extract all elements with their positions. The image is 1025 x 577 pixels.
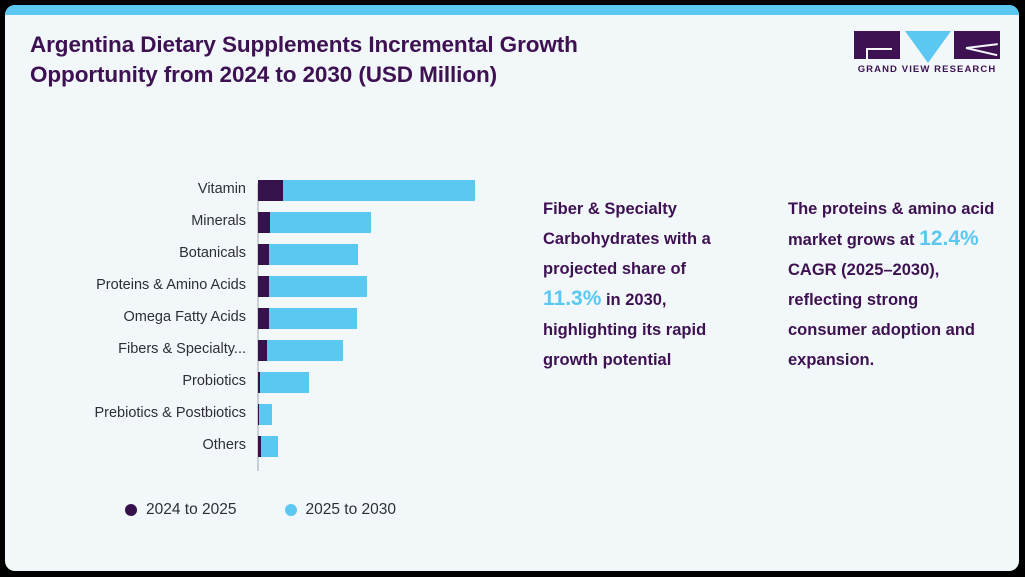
bar-segment-2024-2025[interactable] [258, 244, 269, 265]
chart-row: Others [5, 431, 505, 461]
legend-dot-icon [125, 504, 137, 516]
chart-row: Probiotics [5, 367, 505, 397]
bar-segment-2024-2025[interactable] [258, 436, 261, 457]
legend-label: 2024 to 2025 [146, 501, 237, 518]
chart-bar[interactable] [258, 436, 278, 457]
bar-segment-2025-2030[interactable] [283, 180, 475, 201]
legend-item[interactable]: 2024 to 2025 [125, 501, 237, 519]
chart-bar[interactable] [258, 340, 343, 361]
callout-fiber-highlight-value: 11.3% [543, 287, 602, 310]
callout-fiber-text-post: in 2030, highlighting its rapid growth p… [543, 291, 707, 369]
chart-row: Botanicals [5, 239, 505, 269]
page-title: Argentina Dietary Supplements Incrementa… [30, 30, 770, 90]
chart-bar[interactable] [258, 276, 367, 297]
chart-row: Fibers & Specialty... [5, 335, 505, 365]
bar-segment-2025-2030[interactable] [270, 212, 371, 233]
chart-row-label: Others [202, 437, 246, 453]
logo-g-block-icon [854, 31, 900, 59]
chart-row: Prebiotics & Postbiotics [5, 399, 505, 429]
callout-proteins-text-post: CAGR (2025–2030), reflecting strong cons… [788, 261, 976, 369]
chart-row: Minerals [5, 207, 505, 237]
bar-segment-2025-2030[interactable] [259, 404, 272, 425]
bar-segment-2025-2030[interactable] [269, 308, 357, 329]
bar-segment-2025-2030[interactable] [261, 436, 278, 457]
bar-segment-2024-2025[interactable] [258, 308, 269, 329]
bar-segment-2024-2025[interactable] [258, 340, 267, 361]
bar-segment-2024-2025[interactable] [258, 372, 260, 393]
chart-row-label: Omega Fatty Acids [123, 309, 247, 325]
page-title-line-1: Argentina Dietary Supplements Incrementa… [30, 32, 578, 57]
grand-view-research-logo: GRAND VIEW RESEARCH [854, 31, 1000, 77]
chart-row: Vitamin [5, 175, 505, 205]
chart-row-label: Probiotics [182, 373, 246, 389]
bar-segment-2025-2030[interactable] [269, 276, 367, 297]
bar-segment-2025-2030[interactable] [260, 372, 309, 393]
callout-fiber-specialty: Fiber & Specialty Carbohydrates with a p… [543, 194, 748, 375]
chart-bar[interactable] [258, 372, 309, 393]
chart-bar[interactable] [258, 404, 272, 425]
chart-legend: 2024 to 2025 2025 to 2030 [125, 501, 396, 519]
incremental-growth-bar-chart: Vitamin Minerals Botanicals Proteins & Amin… [5, 175, 505, 475]
chart-row-label: Proteins & Amino Acids [96, 277, 246, 293]
legend-item[interactable]: 2025 to 2030 [284, 501, 397, 519]
bar-segment-2024-2025[interactable] [258, 404, 259, 425]
callout-proteins-amino-acids: The proteins & amino acid market grows a… [788, 194, 1000, 375]
report-card: Argentina Dietary Supplements Incrementa… [5, 5, 1019, 571]
bar-segment-2025-2030[interactable] [269, 244, 358, 265]
page-title-line-2: Opportunity from 2024 to 2030 (USD Milli… [30, 62, 498, 87]
logo-v-triangle-icon [905, 31, 951, 63]
legend-dot-icon [284, 504, 297, 516]
chart-row-label: Minerals [191, 213, 246, 229]
logo-wordmark: GRAND VIEW RESEARCH [857, 64, 997, 75]
callout-proteins-text-pre: The proteins & amino acid market grows a… [788, 200, 995, 249]
logo-g-notch-vertical-icon [866, 48, 868, 59]
callout-fiber-text-pre: Fiber & Specialty Carbohydrates with a p… [543, 200, 711, 278]
chart-row-label: Botanicals [179, 245, 246, 261]
bar-segment-2024-2025[interactable] [258, 180, 283, 201]
logo-mark [854, 31, 1000, 63]
chart-row-label: Vitamin [197, 181, 246, 197]
callout-proteins-highlight-value: 12.4% [919, 227, 979, 250]
chart-row-label: Fibers & Specialty... [118, 341, 246, 357]
top-accent-bar [5, 5, 1019, 15]
bar-segment-2025-2030[interactable] [267, 340, 343, 361]
legend-label: 2025 to 2030 [305, 501, 397, 518]
bar-segment-2024-2025[interactable] [258, 212, 270, 233]
bar-segment-2024-2025[interactable] [258, 276, 269, 297]
chart-bar[interactable] [258, 244, 358, 265]
chart-bar[interactable] [258, 180, 475, 201]
chart-bar[interactable] [258, 212, 371, 233]
chart-axis-line [257, 183, 259, 471]
chart-row: Omega Fatty Acids [5, 303, 505, 333]
chart-row: Proteins & Amino Acids [5, 271, 505, 301]
logo-g-notch-icon [866, 48, 892, 50]
chart-bar[interactable] [258, 308, 357, 329]
chart-row-label: Prebiotics & Postbiotics [94, 405, 246, 421]
